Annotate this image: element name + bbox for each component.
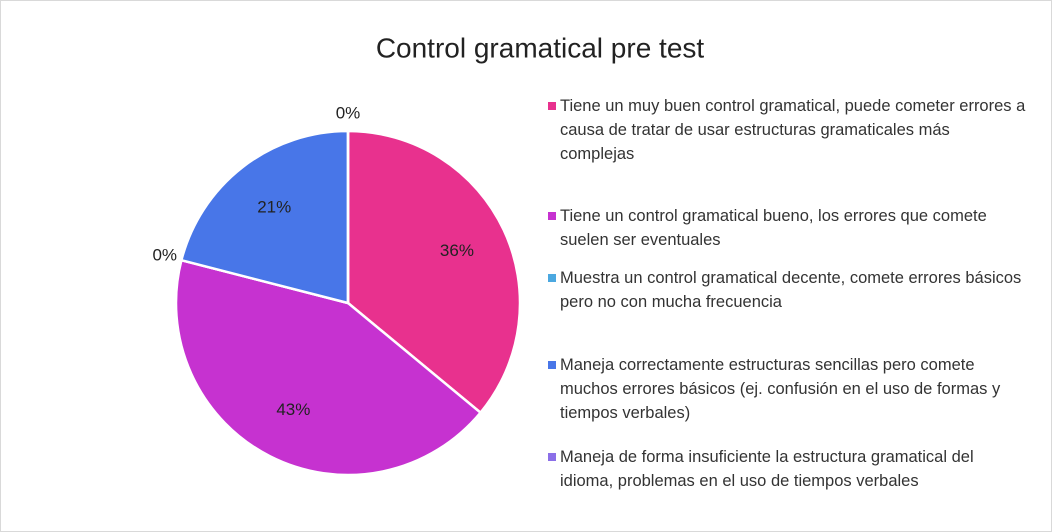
legend-label: Maneja correctamente estructuras sencill… [560, 356, 1001, 422]
legend-item: Tiene un muy buen control gramatical, pu… [548, 94, 1028, 166]
legend-swatch [548, 274, 556, 282]
data-label: 43% [276, 400, 310, 419]
legend-item: Maneja correctamente estructuras sencill… [548, 353, 1028, 425]
data-label: 21% [257, 197, 291, 216]
legend-label: Tiene un muy buen control gramatical, pu… [560, 97, 1026, 163]
legend-label: Muestra un control gramatical decente, c… [560, 269, 1022, 311]
pie-slice [346, 129, 522, 415]
pie-slice [179, 129, 350, 305]
legend-item: Maneja de forma insuficiente la estructu… [548, 445, 1028, 493]
chart-title: Control gramatical pre test [376, 32, 705, 63]
data-label: 36% [440, 241, 474, 260]
legend-item: Muestra un control gramatical decente, c… [548, 266, 1028, 314]
legend-label: Maneja de forma insuficiente la estructu… [560, 448, 974, 490]
legend-swatch [548, 453, 556, 461]
data-label: 0% [336, 103, 361, 122]
legend-label: Tiene un control gramatical bueno, los e… [560, 207, 987, 249]
pie-slice [174, 258, 483, 477]
legend-item: Tiene un control gramatical bueno, los e… [548, 204, 1028, 252]
legend-swatch [548, 212, 556, 220]
legend-swatch [548, 102, 556, 110]
legend-swatch [548, 361, 556, 369]
data-label: 0% [152, 245, 177, 264]
